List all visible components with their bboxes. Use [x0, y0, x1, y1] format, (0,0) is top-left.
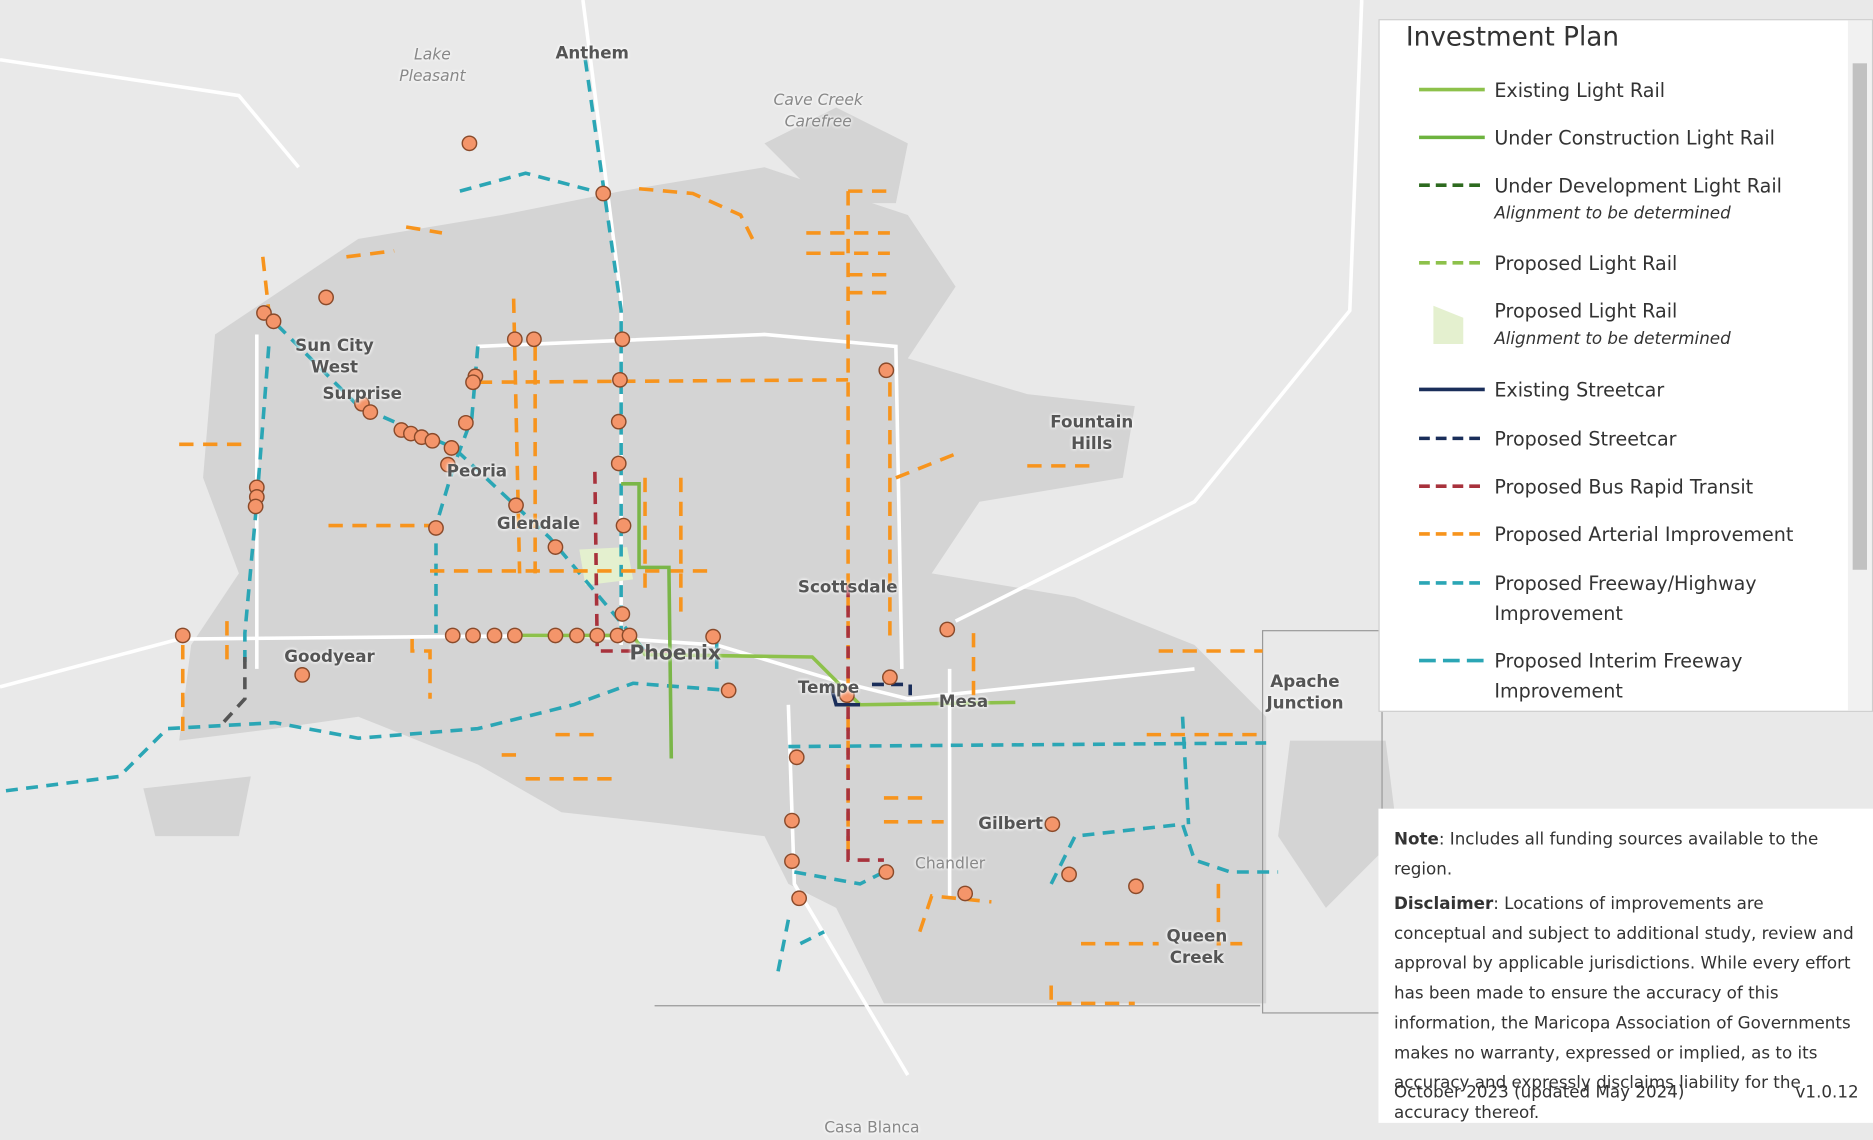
legend-note: Alignment to be determined: [1494, 329, 1731, 349]
place-label: Queen Creek: [1166, 926, 1228, 968]
proposed-lr-area: [579, 547, 634, 586]
legend-label: Proposed Light Rail: [1494, 252, 1678, 275]
legend-panel: Investment Plan Existing Light Rail Unde…: [1378, 19, 1873, 712]
project-points: [174, 135, 1144, 907]
place-label: Apache Junction: [1266, 672, 1344, 714]
legend-label: Under Development Light Rail: [1494, 174, 1782, 198]
note-label: Note: [1393, 830, 1439, 850]
scrollbar[interactable]: [1847, 20, 1872, 711]
legend-title: Investment Plan: [1405, 22, 1620, 53]
disclaimer-label: Disclaimer: [1393, 894, 1494, 914]
place-label: Mesa: [938, 692, 989, 712]
place-label: Anthem: [555, 44, 629, 64]
place-label: Tempe: [797, 678, 860, 698]
place-label: Goodyear: [284, 647, 375, 667]
urban-areas: [143, 107, 1398, 1004]
legend-label: Proposed Interim Freeway Improvement: [1494, 649, 1743, 703]
legend-label: Proposed Bus Rapid Transit: [1494, 475, 1754, 499]
note-text: : Includes all funding sources available…: [1393, 830, 1819, 880]
legend-label: Under Construction Light Rail: [1494, 126, 1775, 150]
transit-lines: [5, 59, 1279, 1006]
legend-label: Proposed Freeway/Highway Improvement: [1494, 572, 1757, 625]
version: v1.0.12: [1795, 1083, 1859, 1103]
place-label: Sun City West: [295, 336, 374, 378]
place-label: Fountain Hills: [1050, 413, 1134, 454]
legend-label: Proposed Light Rail: [1494, 299, 1678, 323]
legend-note: Alignment to be determined: [1494, 204, 1731, 224]
place-label: Gilbert: [978, 814, 1044, 834]
legend-label: Existing Light Rail: [1494, 78, 1666, 102]
notes-panel: Note: Includes all funding sources avail…: [1378, 808, 1873, 1123]
legend-label: Existing Streetcar: [1494, 378, 1665, 402]
place-label: Cave Creek Carefree: [773, 91, 863, 132]
disclaimer-text: : Locations of improvements are conceptu…: [1393, 894, 1854, 1123]
place-label: Lake Pleasant: [399, 46, 466, 87]
place-label: Surprise: [322, 384, 402, 404]
place-label: Phoenix: [629, 641, 722, 666]
date: October 2023 (updated May 2024): [1393, 1083, 1685, 1103]
legend-label: Proposed Arterial Improvement: [1494, 523, 1794, 546]
scroll-thumb[interactable]: [1852, 63, 1868, 570]
place-label: Scottsdale: [797, 578, 898, 598]
place-label: Peoria: [446, 462, 508, 482]
place-label: Glendale: [496, 514, 580, 534]
place-label: Chandler: [914, 855, 986, 874]
legend-label: Proposed Streetcar: [1494, 427, 1677, 451]
